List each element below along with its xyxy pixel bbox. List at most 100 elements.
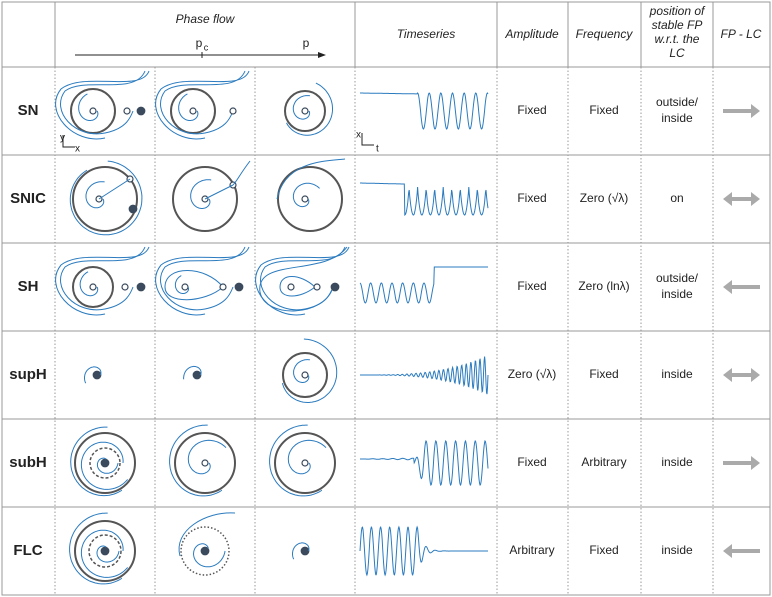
trajectory	[96, 457, 119, 474]
frequency: Zero (√λ)	[580, 191, 629, 205]
axis-label: t	[376, 144, 379, 155]
axis-label: y	[60, 133, 65, 144]
stable-fixed-point	[136, 282, 146, 292]
trajectory	[80, 529, 129, 578]
phase-portrait	[178, 512, 236, 576]
frequency: Fixed	[589, 103, 618, 117]
arrow-head	[751, 104, 760, 118]
stable-fixed-point	[192, 370, 202, 380]
phase-portrait: yx	[55, 70, 150, 155]
row-name: FLC	[13, 542, 42, 559]
trajectory	[60, 246, 146, 311]
trajectory	[269, 424, 323, 497]
position: inside	[661, 287, 693, 301]
trajectory	[190, 179, 212, 209]
table-row: subH Fixed Arbitrary inside	[9, 424, 760, 497]
trajectory	[55, 70, 150, 140]
trajectory	[98, 178, 131, 200]
trajectory	[292, 182, 320, 208]
trajectory	[80, 441, 129, 490]
trajectory	[69, 160, 143, 236]
phase-portrait	[172, 160, 251, 232]
trajectory	[187, 439, 227, 475]
pc-label: p	[196, 36, 203, 50]
phase-portrait	[55, 246, 150, 316]
unstable-fixed-point	[219, 283, 227, 291]
stable-fixed-point	[100, 546, 110, 556]
phase-portrait	[292, 542, 310, 560]
trajectory	[192, 543, 226, 568]
trajectory	[164, 270, 224, 301]
trajectory	[281, 338, 338, 403]
axis-icon	[361, 133, 374, 146]
unstable-fixed-point	[189, 107, 197, 115]
position: inside	[661, 543, 693, 557]
trajectory	[55, 246, 150, 316]
trajectory	[85, 181, 105, 209]
amplitude: Zero (√λ)	[508, 367, 557, 381]
phase-portrait	[155, 70, 250, 140]
row-name: SH	[18, 278, 39, 295]
stable-fixed-point	[330, 282, 340, 292]
phase-portrait	[284, 82, 333, 136]
limit-cycle	[174, 432, 236, 494]
phase-flow-header: Phase flow	[176, 12, 236, 26]
frequency: Arbitrary	[581, 455, 626, 469]
phase-portrait	[70, 426, 136, 497]
position-header: stable FP	[652, 18, 703, 32]
amplitude: Fixed	[517, 279, 546, 293]
table-row: SH Fixed Zero (lnλ) outside/inside	[18, 246, 760, 316]
unstable-fixed-point	[181, 283, 189, 291]
arrow-shaft	[723, 109, 751, 113]
position: on	[670, 191, 683, 205]
arrow-head	[751, 368, 760, 382]
trajectory	[276, 158, 346, 200]
trajectory	[169, 424, 223, 497]
arrow-head	[723, 192, 732, 206]
phase-portrait	[69, 160, 143, 236]
trajectory	[84, 366, 102, 384]
unstable-limit-cycle	[180, 526, 230, 576]
trajectory	[155, 246, 250, 316]
position: outside/	[656, 271, 699, 285]
row-name: supH	[9, 366, 47, 383]
trajectory	[160, 246, 246, 311]
limit-cycle	[72, 166, 138, 232]
p-label: p	[303, 36, 310, 50]
trajectory	[292, 542, 310, 560]
trajectory	[155, 70, 250, 140]
amplitude: Arbitrary	[509, 543, 554, 557]
trajectory	[232, 160, 251, 186]
amplitude: Fixed	[517, 103, 546, 117]
phase-portrait	[183, 365, 202, 380]
arrow-shaft	[723, 461, 751, 465]
limit-cycle	[282, 352, 328, 398]
trajectory	[279, 276, 316, 297]
trajectory	[178, 512, 236, 557]
limit-cycle	[70, 88, 116, 134]
frequency-header: Frequency	[576, 27, 634, 41]
limit-cycle	[277, 166, 343, 232]
position-header: position of	[649, 4, 706, 18]
phase-portrait	[84, 366, 102, 384]
unstable-fixed-point	[287, 283, 295, 291]
arrow-shaft	[732, 197, 751, 201]
stable-fixed-point	[136, 106, 146, 116]
timeseries-header: Timeseries	[397, 27, 456, 41]
trajectory	[60, 70, 146, 135]
header: Phase flow p c p Timeseries Amplitude Fr…	[75, 12, 762, 58]
timeseries	[359, 266, 488, 304]
phase-portrait	[255, 246, 350, 316]
axis-label: x	[356, 130, 361, 141]
unstable-fixed-point	[123, 107, 131, 115]
timeseries	[360, 182, 489, 217]
trajectory	[96, 545, 120, 563]
amplitude-header: Amplitude	[504, 27, 559, 41]
trajectory	[69, 512, 123, 585]
unstable-fixed-point	[301, 371, 309, 379]
trajectory	[70, 426, 123, 497]
trajectory	[174, 275, 189, 294]
phase-portrait	[169, 424, 236, 497]
